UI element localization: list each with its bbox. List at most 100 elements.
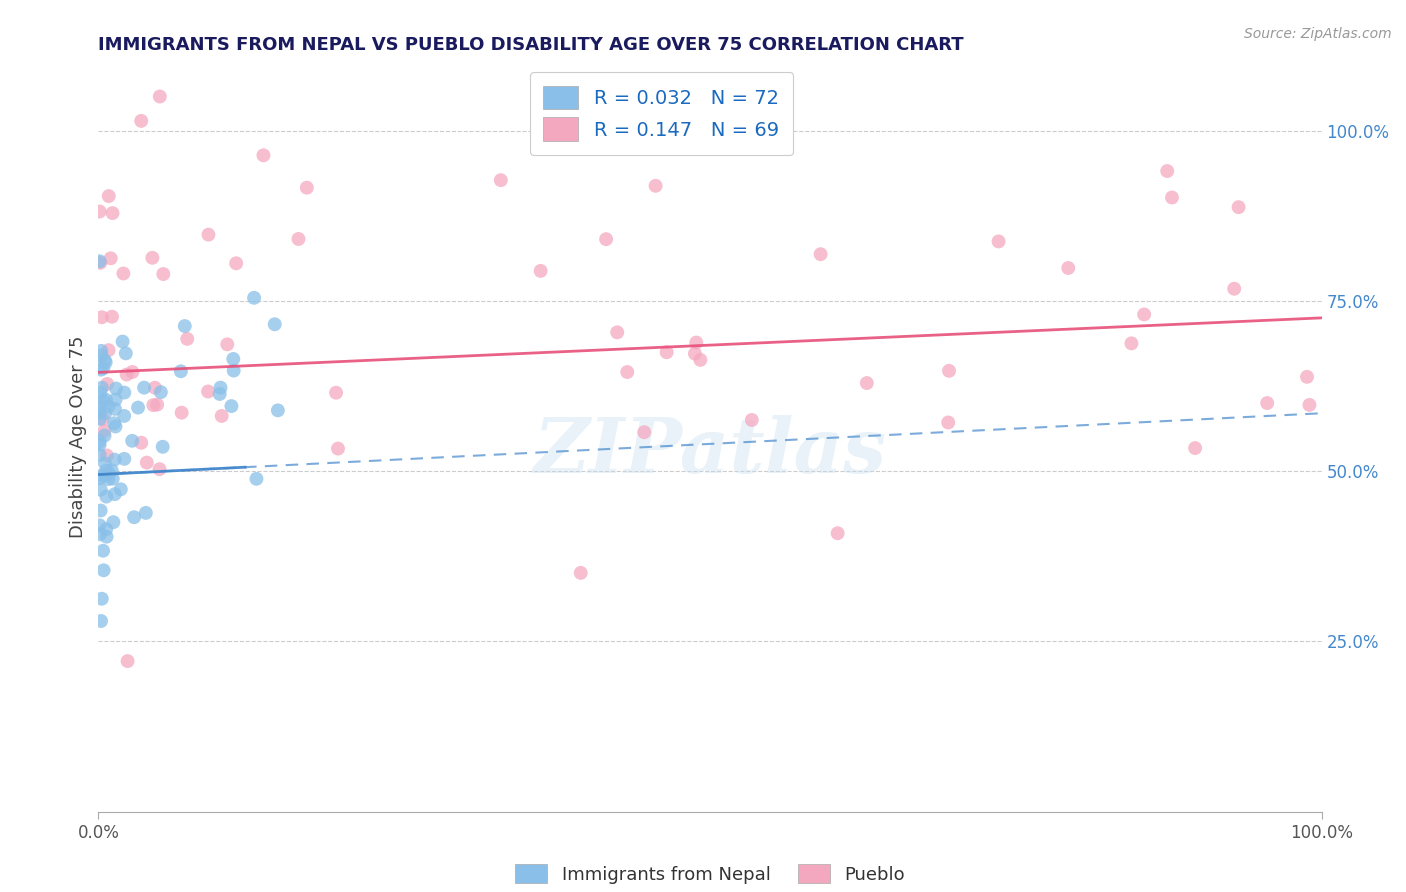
Text: Source: ZipAtlas.com: Source: ZipAtlas.com xyxy=(1244,27,1392,41)
Point xyxy=(94,392,117,407)
Point xyxy=(90,614,112,628)
Point xyxy=(89,204,111,219)
Point xyxy=(741,413,763,427)
Point xyxy=(90,381,112,395)
Point xyxy=(101,464,124,478)
Point xyxy=(93,428,115,442)
Point xyxy=(89,438,111,452)
Point xyxy=(94,353,117,368)
Point xyxy=(93,563,115,577)
Point xyxy=(287,232,309,246)
Point xyxy=(97,189,120,203)
Point xyxy=(827,526,849,541)
Point xyxy=(90,343,112,358)
Point xyxy=(90,483,112,497)
Y-axis label: Disability Age Over 75: Disability Age Over 75 xyxy=(69,335,87,539)
Point xyxy=(90,591,112,606)
Point xyxy=(1184,441,1206,455)
Point xyxy=(208,387,231,401)
Point xyxy=(170,364,193,378)
Point xyxy=(90,503,112,517)
Point xyxy=(94,457,117,471)
Point xyxy=(101,310,124,324)
Point xyxy=(222,363,245,377)
Point xyxy=(129,114,152,128)
Point xyxy=(89,434,111,449)
Text: IMMIGRANTS FROM NEPAL VS PUEBLO DISABILITY AGE OVER 75 CORRELATION CHART: IMMIGRANTS FROM NEPAL VS PUEBLO DISABILI… xyxy=(98,36,965,54)
Point xyxy=(1298,398,1320,412)
Point xyxy=(105,382,128,396)
Point xyxy=(112,409,135,423)
Point xyxy=(89,412,111,426)
Point xyxy=(683,346,706,360)
Point xyxy=(209,381,232,395)
Point xyxy=(142,398,165,412)
Point xyxy=(89,527,111,541)
Point xyxy=(263,318,285,332)
Point xyxy=(856,376,879,390)
Point xyxy=(112,451,135,466)
Point xyxy=(810,247,832,261)
Point xyxy=(122,510,145,524)
Point xyxy=(89,405,111,419)
Point xyxy=(98,467,121,481)
Point xyxy=(89,518,111,533)
Point xyxy=(135,506,157,520)
Point xyxy=(89,254,111,268)
Point xyxy=(1161,190,1184,204)
Point xyxy=(595,232,617,246)
Point xyxy=(100,252,122,266)
Point xyxy=(90,362,112,376)
Point xyxy=(96,522,118,536)
Point xyxy=(325,385,347,400)
Point xyxy=(245,472,267,486)
Point xyxy=(96,463,118,477)
Legend: Immigrants from Nepal, Pueblo: Immigrants from Nepal, Pueblo xyxy=(506,855,914,892)
Point xyxy=(685,335,707,350)
Point xyxy=(295,180,318,194)
Point xyxy=(173,319,195,334)
Point xyxy=(170,406,193,420)
Point xyxy=(152,440,174,454)
Point xyxy=(89,256,111,270)
Point xyxy=(101,206,124,220)
Point xyxy=(197,384,219,399)
Point xyxy=(104,487,127,501)
Point xyxy=(89,386,111,401)
Point xyxy=(267,403,290,417)
Point xyxy=(644,178,666,193)
Point xyxy=(129,435,152,450)
Point xyxy=(90,310,112,325)
Point xyxy=(97,472,120,486)
Point xyxy=(103,452,125,467)
Point xyxy=(243,291,266,305)
Point xyxy=(211,409,233,423)
Point xyxy=(96,490,118,504)
Point xyxy=(96,530,118,544)
Point xyxy=(141,251,163,265)
Text: ZIPatlas: ZIPatlas xyxy=(533,415,887,489)
Point xyxy=(149,89,172,103)
Point xyxy=(633,425,655,440)
Point xyxy=(111,334,134,349)
Point xyxy=(217,337,239,351)
Point xyxy=(104,401,127,416)
Point xyxy=(91,543,114,558)
Point xyxy=(143,381,166,395)
Point xyxy=(1057,260,1080,275)
Point xyxy=(489,173,512,187)
Point xyxy=(96,449,118,463)
Point xyxy=(121,365,143,379)
Point xyxy=(326,442,349,456)
Point xyxy=(197,227,219,242)
Point xyxy=(1227,200,1250,214)
Point xyxy=(134,381,156,395)
Point xyxy=(176,332,198,346)
Point xyxy=(115,368,138,382)
Point xyxy=(104,392,127,407)
Point xyxy=(225,256,247,270)
Point xyxy=(1296,369,1319,384)
Point xyxy=(94,355,117,369)
Point xyxy=(103,416,125,430)
Point xyxy=(91,412,114,426)
